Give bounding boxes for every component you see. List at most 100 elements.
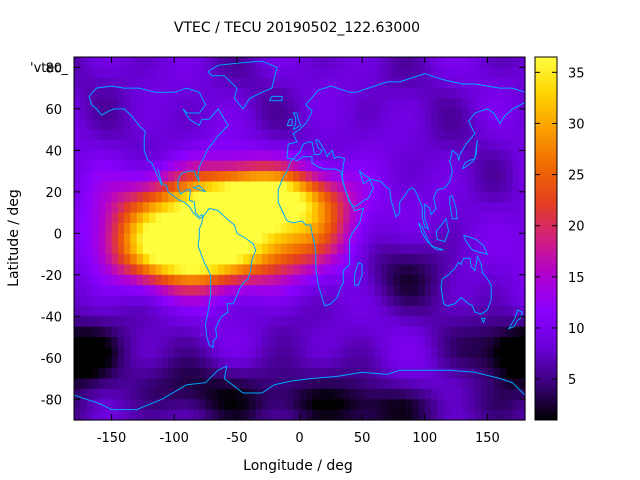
heatmap-cell bbox=[211, 77, 219, 89]
heatmap-cell bbox=[230, 409, 238, 421]
heatmap-cell bbox=[174, 399, 182, 411]
heatmap-cell bbox=[487, 98, 495, 110]
heatmap-cell bbox=[449, 254, 457, 266]
heatmap-cell bbox=[174, 202, 182, 214]
heatmap-cell bbox=[205, 119, 213, 131]
heatmap-cell bbox=[236, 98, 244, 110]
heatmap-cell bbox=[468, 160, 476, 172]
heatmap-cell bbox=[506, 357, 514, 369]
heatmap-cell bbox=[449, 409, 457, 421]
heatmap-cell bbox=[243, 171, 250, 183]
heatmap-cell bbox=[324, 388, 332, 400]
heatmap-cell bbox=[512, 57, 520, 68]
heatmap-cell bbox=[268, 305, 276, 317]
heatmap-cell bbox=[405, 357, 413, 369]
heatmap-cell bbox=[387, 285, 395, 297]
heatmap-cell bbox=[337, 108, 344, 120]
heatmap-cell bbox=[318, 88, 326, 100]
heatmap-cell bbox=[218, 388, 225, 400]
heatmap-cell bbox=[305, 326, 313, 338]
heatmap-cell bbox=[343, 171, 351, 183]
heatmap-cell bbox=[199, 388, 207, 400]
heatmap-cell bbox=[499, 254, 507, 266]
heatmap-cell bbox=[431, 337, 438, 348]
heatmap-cell bbox=[255, 222, 263, 234]
heatmap-cell bbox=[74, 378, 81, 390]
heatmap-cell bbox=[380, 264, 388, 276]
heatmap-cell bbox=[349, 326, 357, 338]
heatmap-cell bbox=[355, 264, 363, 276]
heatmap-cell bbox=[142, 233, 150, 245]
heatmap-cell bbox=[418, 129, 426, 141]
coastline bbox=[480, 317, 486, 324]
heatmap-cell bbox=[349, 337, 357, 348]
heatmap-cell bbox=[393, 67, 401, 79]
heatmap-cell bbox=[268, 285, 276, 297]
heatmap-cell bbox=[92, 67, 100, 79]
heatmap-cell bbox=[236, 337, 244, 348]
heatmap-cell bbox=[224, 337, 232, 348]
heatmap-cell bbox=[230, 233, 238, 245]
chart-title: VTEC / TECU 20190502_122.63000 bbox=[174, 20, 420, 36]
heatmap-cell bbox=[431, 98, 438, 110]
heatmap-cell bbox=[418, 399, 426, 411]
heatmap-cell bbox=[293, 139, 301, 151]
heatmap-cell bbox=[456, 181, 463, 193]
heatmap-cell bbox=[437, 357, 445, 369]
heatmap-cell bbox=[481, 129, 489, 141]
heatmap-cell bbox=[186, 77, 194, 89]
heatmap-cell bbox=[318, 347, 326, 359]
heatmap-cell bbox=[199, 181, 207, 193]
heatmap-cell bbox=[218, 139, 225, 151]
heatmap-cell bbox=[343, 108, 351, 120]
heatmap-cell bbox=[155, 129, 163, 141]
heatmap-cell bbox=[155, 399, 163, 411]
heatmap-cell bbox=[74, 88, 81, 100]
heatmap-cell bbox=[424, 264, 432, 276]
heatmap-cell bbox=[230, 378, 238, 390]
heatmap-cell bbox=[186, 108, 194, 120]
heatmap-cell bbox=[167, 409, 175, 421]
heatmap-cell bbox=[499, 388, 507, 400]
heatmap-cell bbox=[481, 347, 489, 359]
heatmap-cell bbox=[236, 212, 244, 224]
heatmap-cell bbox=[180, 326, 188, 338]
heatmap-cell bbox=[405, 181, 413, 193]
legend-key: 'vtec_ bbox=[30, 61, 69, 76]
heatmap-cell bbox=[218, 233, 225, 245]
heatmap-cell bbox=[243, 264, 250, 276]
heatmap-cell bbox=[249, 202, 257, 214]
heatmap-cell bbox=[130, 222, 138, 234]
heatmap-cell bbox=[518, 264, 526, 276]
heatmap-cell bbox=[174, 139, 182, 151]
heatmap-cell bbox=[268, 347, 276, 359]
heatmap-cell bbox=[518, 108, 526, 120]
heatmap-cell bbox=[349, 357, 357, 369]
heatmap-cell bbox=[261, 212, 269, 224]
heatmap-cell bbox=[236, 202, 244, 214]
heatmap-cell bbox=[293, 171, 301, 183]
heatmap-cell bbox=[249, 243, 257, 255]
heatmap-cell bbox=[362, 347, 369, 359]
heatmap-cell bbox=[456, 274, 463, 286]
heatmap-cell bbox=[443, 181, 451, 193]
heatmap-cell bbox=[130, 160, 138, 172]
heatmap-cell bbox=[468, 108, 476, 120]
heatmap-cell bbox=[130, 139, 138, 151]
heatmap-cell bbox=[230, 57, 238, 68]
heatmap-cell bbox=[462, 305, 470, 317]
heatmap-cell bbox=[80, 409, 88, 421]
heatmap-cell bbox=[186, 409, 194, 421]
heatmap-cell bbox=[324, 378, 332, 390]
heatmap-cell bbox=[412, 160, 420, 172]
heatmap-cell bbox=[186, 295, 194, 307]
heatmap-cell bbox=[199, 171, 207, 183]
heatmap-cell bbox=[280, 254, 288, 266]
heatmap-cell bbox=[86, 295, 94, 307]
heatmap-cell bbox=[230, 222, 238, 234]
heatmap-cell bbox=[218, 316, 225, 328]
heatmap-cell bbox=[312, 57, 319, 68]
heatmap-cell bbox=[280, 285, 288, 297]
heatmap-cell bbox=[412, 150, 420, 162]
heatmap-cell bbox=[92, 274, 100, 286]
